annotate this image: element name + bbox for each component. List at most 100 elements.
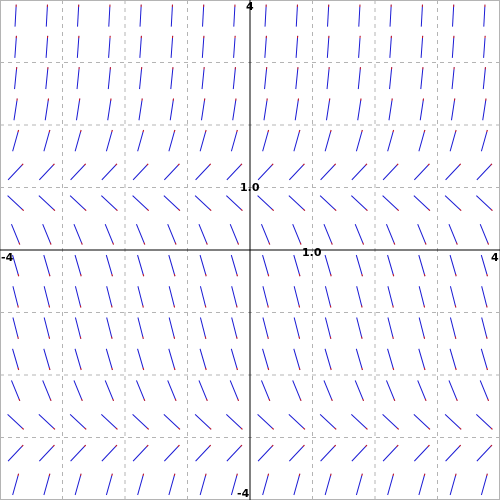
slope-segment (481, 317, 488, 339)
slope-segment (168, 317, 176, 339)
slope-segment (167, 380, 177, 401)
slope-segment (45, 35, 49, 58)
slope-segment-tip (486, 305, 488, 308)
slope-segment-tip (455, 367, 457, 371)
slope-segment (230, 348, 238, 371)
slope-segment (12, 317, 19, 339)
slope-segment (163, 413, 181, 430)
slope-segment-tip (365, 163, 368, 166)
slope-segment-tip (174, 242, 177, 245)
slope-segment (355, 473, 363, 496)
slope-segment (387, 286, 394, 308)
slope-segment (7, 195, 24, 212)
slope-segment-tip (80, 273, 82, 277)
slope-segment-tip (173, 129, 176, 133)
slope-segment-tip (173, 273, 176, 277)
slope-segment-tip (236, 273, 238, 277)
slope-segment (355, 129, 363, 152)
slope-segment (226, 195, 243, 212)
slope-segment (479, 380, 490, 401)
slope-segment (230, 473, 238, 496)
slope-segment (69, 195, 87, 212)
slope-segment-tip (111, 129, 113, 133)
slope-segment (445, 163, 462, 181)
slope-segment (293, 254, 301, 277)
slope-segment-tip (48, 336, 51, 339)
slope-segment (444, 195, 462, 212)
slope-segment (106, 286, 113, 308)
slope-segment-tip (115, 427, 118, 430)
slope-segment (138, 98, 143, 121)
slope-segment (43, 317, 51, 339)
slope-segment-tip (142, 473, 145, 477)
slope-segment (107, 67, 111, 90)
slope-segment (199, 254, 207, 277)
slope-segment (10, 380, 21, 401)
slope-segment (10, 224, 21, 245)
slope-segment (319, 413, 337, 430)
slope-segment-tip (17, 305, 19, 308)
slope-segment (413, 413, 431, 430)
slope-segment-tip (267, 367, 270, 371)
slope-segment-tip (17, 336, 19, 339)
slope-segment-tip (299, 242, 302, 245)
slope-segment-tip (362, 398, 365, 401)
slope-segment (418, 473, 426, 496)
slope-segment (389, 35, 392, 58)
slope-segment-tip (17, 473, 20, 477)
slope-segment (323, 380, 333, 401)
slope-segment (262, 286, 269, 308)
slope-segment-tip (267, 129, 270, 133)
slope-segment (13, 98, 18, 121)
slope-segment (444, 413, 462, 430)
slope-segment (14, 35, 17, 58)
slope-segment (263, 98, 268, 121)
slope-segment (105, 254, 113, 277)
slope-segment (163, 163, 180, 181)
slope-segment-tip (490, 444, 493, 448)
slope-segment (449, 129, 457, 152)
slope-segment-tip (392, 305, 394, 308)
slope-segment (288, 195, 306, 212)
slope-segment-tip (83, 444, 87, 448)
slope-segment (168, 348, 176, 371)
slope-segment (326, 35, 330, 58)
slope-segment-tip (458, 444, 462, 448)
slope-segment (389, 4, 392, 27)
x-max-label: 4 (491, 251, 499, 264)
slope-segment-tip (146, 208, 149, 212)
slope-segment (257, 163, 274, 181)
slope-segment (293, 348, 301, 371)
slope-segment-tip (490, 427, 493, 430)
slope-segment (137, 286, 144, 308)
slope-segment-tip (112, 398, 115, 401)
slope-segment (101, 163, 118, 181)
slope-segment-tip (392, 473, 395, 477)
slope-segment (105, 348, 113, 371)
slope-segment (292, 224, 302, 245)
slope-segment-tip (267, 473, 270, 477)
slope-segment (230, 254, 238, 277)
slope-segment-tip (392, 367, 395, 371)
slope-segment-tip (237, 242, 240, 245)
slope-segment (232, 98, 237, 121)
slope-segment (132, 195, 149, 212)
slope-segment (139, 67, 143, 90)
slope-segment (12, 286, 19, 308)
slope-segment (42, 224, 52, 245)
slope-segment (163, 444, 180, 462)
slope-segment-tip (208, 163, 212, 166)
y-unit-label: 1.0 (240, 181, 260, 194)
slope-segment-tip (209, 208, 212, 212)
slope-segment-tip (486, 473, 488, 477)
slope-segment-tip (393, 398, 396, 401)
slope-segment (231, 317, 238, 339)
slope-segment (264, 67, 268, 90)
slope-segment (105, 473, 113, 496)
slope-segment (262, 129, 270, 152)
slope-segment-tip (80, 473, 82, 477)
slope-segment (420, 35, 424, 58)
slope-segment-tip (111, 473, 113, 477)
slope-segment-tip (298, 273, 301, 277)
